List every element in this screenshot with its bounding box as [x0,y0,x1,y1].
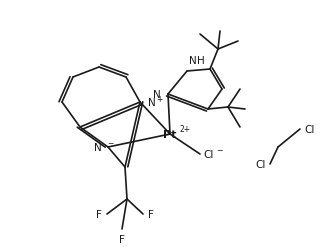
Text: F: F [148,209,154,219]
Text: −: − [107,139,113,148]
Text: Pt: Pt [163,130,177,139]
Text: Cl: Cl [304,124,314,135]
Text: Cl: Cl [203,149,214,159]
Text: F: F [96,209,102,219]
Text: 2+: 2+ [180,125,191,134]
Text: +: + [156,94,163,103]
Text: N: N [153,90,161,100]
Text: N: N [94,142,102,152]
Text: N: N [148,98,156,108]
Text: F: F [119,234,125,244]
Text: −: − [216,146,222,155]
Text: H: H [197,56,205,66]
Text: N: N [189,56,197,66]
Text: Cl: Cl [256,159,266,169]
